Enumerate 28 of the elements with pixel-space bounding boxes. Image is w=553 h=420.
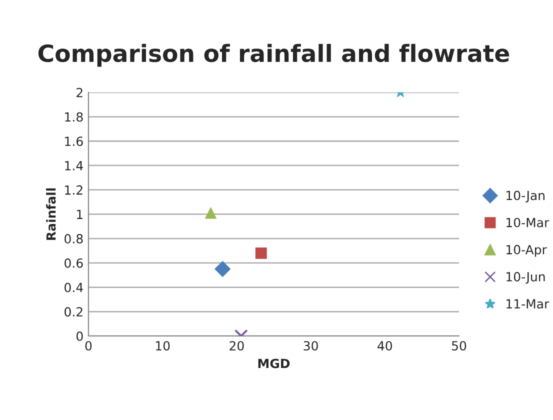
y-tick-label: 2 [76,88,82,98]
point [255,247,267,259]
x-tick-label: 30 [304,341,318,351]
chart-title: Comparison of rainfall and flowrate [38,44,510,67]
legend-label: 10-Jan [506,190,544,202]
y-tick-label: 1 [77,210,82,219]
legend-label: 11-Mar [506,299,550,309]
y-tick-label: 0.4 [64,282,83,292]
y-tick-label: 1.4 [65,161,83,170]
y-tick-label: 1.8 [65,112,83,122]
legend-label: 10-Jun [506,272,545,284]
y-tick-label: 1.2 [65,185,82,195]
x-tick-label: 10 [156,341,170,351]
legend-label: 10-Apr [506,244,547,257]
point [214,261,231,277]
x-tick-label: 20 [230,341,244,351]
y-tick-label: 0.6 [64,258,83,268]
legend-label: 10-Mar [506,218,550,228]
y-tick-label: 0.2 [64,307,82,317]
y-tick-label: 0 [76,331,83,341]
y-axis-title: Rainfall [46,188,56,240]
x-tick-label: 50 [452,341,466,351]
y-tick-label: 1.6 [65,136,83,146]
x-axis-title: MGD [258,358,290,368]
y-tick-label: 0.8 [64,234,83,244]
x-tick-label: 0 [85,341,92,351]
point [205,207,216,219]
x-tick-label: 40 [378,341,392,351]
